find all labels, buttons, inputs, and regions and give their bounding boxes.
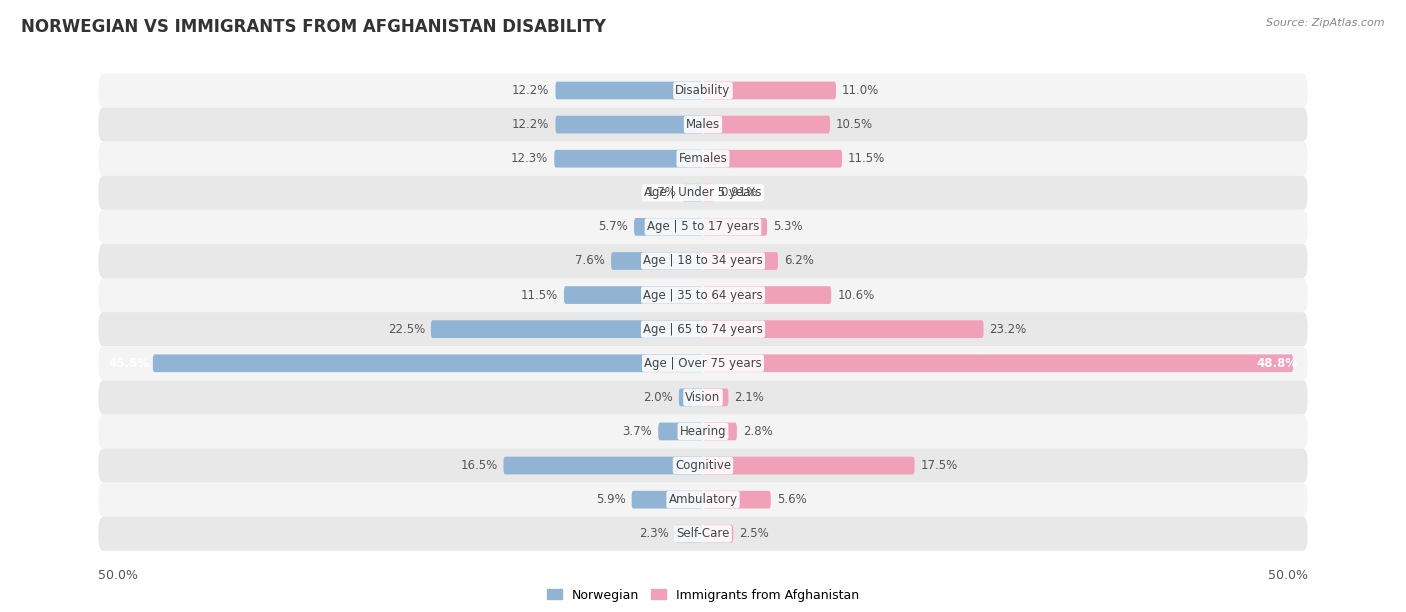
Text: 48.8%: 48.8% xyxy=(1257,357,1298,370)
Text: 23.2%: 23.2% xyxy=(990,323,1026,335)
Text: Age | 5 to 17 years: Age | 5 to 17 years xyxy=(647,220,759,233)
Text: Self-Care: Self-Care xyxy=(676,528,730,540)
FancyBboxPatch shape xyxy=(703,81,837,99)
Text: Ambulatory: Ambulatory xyxy=(668,493,738,506)
FancyBboxPatch shape xyxy=(703,320,984,338)
Text: 11.5%: 11.5% xyxy=(520,289,558,302)
FancyBboxPatch shape xyxy=(703,116,830,133)
Text: 3.7%: 3.7% xyxy=(623,425,652,438)
Text: 6.2%: 6.2% xyxy=(785,255,814,267)
FancyBboxPatch shape xyxy=(679,389,703,406)
Text: 2.8%: 2.8% xyxy=(742,425,773,438)
Text: 12.2%: 12.2% xyxy=(512,84,550,97)
FancyBboxPatch shape xyxy=(658,423,703,440)
FancyBboxPatch shape xyxy=(703,354,1294,372)
Text: 2.1%: 2.1% xyxy=(734,391,765,404)
FancyBboxPatch shape xyxy=(432,320,703,338)
Legend: Norwegian, Immigrants from Afghanistan: Norwegian, Immigrants from Afghanistan xyxy=(541,584,865,606)
FancyBboxPatch shape xyxy=(503,457,703,474)
FancyBboxPatch shape xyxy=(98,73,1308,108)
FancyBboxPatch shape xyxy=(98,449,1308,483)
Text: Age | 35 to 64 years: Age | 35 to 64 years xyxy=(643,289,763,302)
FancyBboxPatch shape xyxy=(98,141,1308,176)
Text: 5.3%: 5.3% xyxy=(773,220,803,233)
Text: Vision: Vision xyxy=(685,391,721,404)
FancyBboxPatch shape xyxy=(98,278,1308,312)
Text: 50.0%: 50.0% xyxy=(98,569,138,582)
FancyBboxPatch shape xyxy=(98,244,1308,278)
Text: 10.6%: 10.6% xyxy=(837,289,875,302)
FancyBboxPatch shape xyxy=(98,380,1308,414)
FancyBboxPatch shape xyxy=(98,108,1308,141)
FancyBboxPatch shape xyxy=(675,525,703,543)
Text: 12.3%: 12.3% xyxy=(510,152,548,165)
Text: Females: Females xyxy=(679,152,727,165)
FancyBboxPatch shape xyxy=(703,184,714,201)
Text: 5.6%: 5.6% xyxy=(776,493,807,506)
Text: 45.5%: 45.5% xyxy=(108,357,149,370)
FancyBboxPatch shape xyxy=(98,517,1308,551)
Text: 0.91%: 0.91% xyxy=(720,186,758,200)
FancyBboxPatch shape xyxy=(703,150,842,168)
Text: 11.0%: 11.0% xyxy=(842,84,879,97)
FancyBboxPatch shape xyxy=(98,414,1308,449)
Text: 12.2%: 12.2% xyxy=(512,118,550,131)
FancyBboxPatch shape xyxy=(703,491,770,509)
Text: 5.9%: 5.9% xyxy=(596,493,626,506)
FancyBboxPatch shape xyxy=(98,346,1308,380)
FancyBboxPatch shape xyxy=(703,218,768,236)
FancyBboxPatch shape xyxy=(98,210,1308,244)
FancyBboxPatch shape xyxy=(703,252,778,270)
Text: NORWEGIAN VS IMMIGRANTS FROM AFGHANISTAN DISABILITY: NORWEGIAN VS IMMIGRANTS FROM AFGHANISTAN… xyxy=(21,18,606,36)
Text: Age | 18 to 34 years: Age | 18 to 34 years xyxy=(643,255,763,267)
Text: Age | Over 75 years: Age | Over 75 years xyxy=(644,357,762,370)
FancyBboxPatch shape xyxy=(631,491,703,509)
FancyBboxPatch shape xyxy=(98,176,1308,210)
FancyBboxPatch shape xyxy=(703,423,737,440)
FancyBboxPatch shape xyxy=(634,218,703,236)
Text: 17.5%: 17.5% xyxy=(921,459,957,472)
Text: 7.6%: 7.6% xyxy=(575,255,605,267)
Text: Hearing: Hearing xyxy=(679,425,727,438)
Text: 1.7%: 1.7% xyxy=(647,186,676,200)
Text: Age | Under 5 years: Age | Under 5 years xyxy=(644,186,762,200)
Text: 22.5%: 22.5% xyxy=(388,323,425,335)
FancyBboxPatch shape xyxy=(554,150,703,168)
Text: Males: Males xyxy=(686,118,720,131)
Text: 2.0%: 2.0% xyxy=(643,391,672,404)
FancyBboxPatch shape xyxy=(555,81,703,99)
FancyBboxPatch shape xyxy=(682,184,703,201)
Text: 50.0%: 50.0% xyxy=(1268,569,1308,582)
Text: Source: ZipAtlas.com: Source: ZipAtlas.com xyxy=(1267,18,1385,28)
Text: 2.3%: 2.3% xyxy=(640,528,669,540)
Text: Age | 65 to 74 years: Age | 65 to 74 years xyxy=(643,323,763,335)
FancyBboxPatch shape xyxy=(153,354,703,372)
FancyBboxPatch shape xyxy=(98,312,1308,346)
FancyBboxPatch shape xyxy=(703,457,915,474)
Text: 2.5%: 2.5% xyxy=(740,528,769,540)
FancyBboxPatch shape xyxy=(703,389,728,406)
FancyBboxPatch shape xyxy=(555,116,703,133)
Text: 16.5%: 16.5% xyxy=(460,459,498,472)
FancyBboxPatch shape xyxy=(612,252,703,270)
FancyBboxPatch shape xyxy=(98,483,1308,517)
Text: 5.7%: 5.7% xyxy=(599,220,628,233)
Text: 10.5%: 10.5% xyxy=(837,118,873,131)
FancyBboxPatch shape xyxy=(564,286,703,304)
FancyBboxPatch shape xyxy=(703,525,734,543)
Text: Cognitive: Cognitive xyxy=(675,459,731,472)
Text: Disability: Disability xyxy=(675,84,731,97)
FancyBboxPatch shape xyxy=(703,286,831,304)
Text: 11.5%: 11.5% xyxy=(848,152,886,165)
